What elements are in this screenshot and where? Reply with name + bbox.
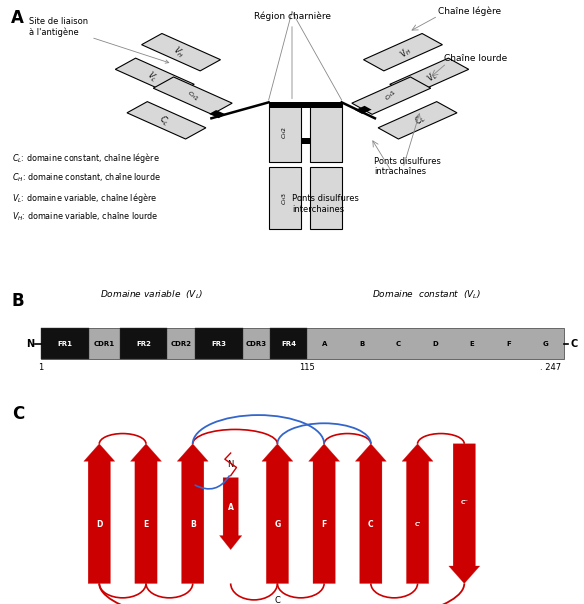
Text: $C_{H}1$: $C_{H}1$ [185, 88, 200, 103]
Text: C: C [274, 596, 280, 604]
Text: D: D [432, 341, 438, 347]
Text: E: E [144, 520, 148, 529]
Bar [195, 328, 242, 359]
Text: E: E [470, 341, 474, 347]
Text: A: A [322, 341, 328, 347]
Text: . 247: . 247 [540, 364, 561, 373]
Text: F: F [506, 341, 511, 347]
Polygon shape [402, 444, 433, 583]
Text: FR1: FR1 [57, 341, 72, 347]
Text: C′′: C′′ [460, 500, 468, 505]
Text: B: B [359, 341, 364, 347]
Polygon shape [355, 444, 386, 583]
Polygon shape [390, 58, 469, 95]
Polygon shape [153, 77, 232, 114]
Text: $C_L$: $C_L$ [155, 112, 172, 128]
Polygon shape [178, 444, 208, 583]
Text: N: N [228, 460, 234, 469]
Text: C: C [368, 520, 374, 529]
Polygon shape [449, 444, 480, 583]
Text: $C_L$: domaine constant, chaîne légère
$C_H$: domaine constant, chaîne lourde
$V: $C_L$: domaine constant, chaîne légère $… [12, 151, 161, 223]
Text: G: G [274, 520, 280, 529]
Text: $C_L$: $C_L$ [412, 112, 429, 128]
Polygon shape [141, 33, 221, 71]
Text: G: G [543, 341, 548, 347]
Text: CDR3: CDR3 [246, 341, 267, 347]
Polygon shape [310, 167, 342, 229]
Text: FR4: FR4 [281, 341, 296, 347]
Polygon shape [262, 444, 293, 583]
Text: B: B [190, 520, 196, 529]
Polygon shape [220, 478, 242, 550]
Bar [120, 328, 168, 359]
Bar [301, 138, 310, 144]
Polygon shape [269, 103, 301, 162]
Bar [41, 328, 564, 359]
Text: Ponts disulfures
intrachaînes: Ponts disulfures intrachaînes [374, 156, 441, 176]
Text: C: C [571, 339, 578, 349]
Text: Domaine  constant  (V$_L$): Domaine constant (V$_L$) [372, 289, 481, 301]
Polygon shape [378, 101, 457, 139]
Text: 115: 115 [299, 364, 315, 373]
Bar [209, 110, 225, 118]
Text: Chaîne lourde: Chaîne lourde [444, 54, 507, 63]
Text: N: N [26, 339, 34, 349]
Text: A: A [228, 503, 234, 512]
Text: $V_L$: $V_L$ [425, 69, 440, 85]
Polygon shape [310, 103, 342, 162]
Text: CDR2: CDR2 [171, 341, 192, 347]
Text: Site de liaison
à l'antigène: Site de liaison à l'antigène [29, 17, 169, 63]
Bar [270, 328, 307, 359]
Text: $V_H$: $V_H$ [398, 44, 414, 60]
Text: CDR1: CDR1 [93, 341, 114, 347]
Text: F: F [322, 520, 326, 529]
Text: Ponts disulfures
interchaines: Ponts disulfures interchaines [292, 194, 359, 214]
Text: FR2: FR2 [136, 341, 151, 347]
Text: $V_L$: $V_L$ [144, 69, 159, 85]
Text: $C_{H}3$: $C_{H}3$ [280, 191, 289, 205]
Text: $C_{H}2$: $C_{H}2$ [280, 126, 289, 140]
Bar [41, 328, 89, 359]
Text: C: C [396, 341, 401, 347]
Polygon shape [269, 167, 301, 229]
Bar [355, 106, 371, 114]
Text: C: C [12, 405, 24, 423]
Polygon shape [84, 444, 114, 583]
Text: $C_{H}1$: $C_{H}1$ [384, 88, 399, 103]
Polygon shape [309, 444, 340, 583]
Polygon shape [115, 58, 194, 95]
Polygon shape [127, 101, 206, 139]
Bar [269, 101, 342, 108]
Polygon shape [363, 33, 443, 71]
Polygon shape [352, 77, 431, 114]
Text: Région charnière: Région charnière [253, 11, 331, 98]
Text: A: A [11, 8, 23, 27]
Text: Chaîne légère: Chaîne légère [438, 7, 501, 16]
Text: D: D [96, 520, 102, 529]
Polygon shape [130, 444, 161, 583]
Text: Domaine variable  (V$_L$): Domaine variable (V$_L$) [100, 289, 204, 301]
Text: C': C' [414, 522, 421, 527]
Text: FR3: FR3 [211, 341, 226, 347]
Text: 1: 1 [39, 364, 43, 373]
Text: $V_H$: $V_H$ [170, 44, 186, 60]
Text: B: B [12, 292, 25, 310]
